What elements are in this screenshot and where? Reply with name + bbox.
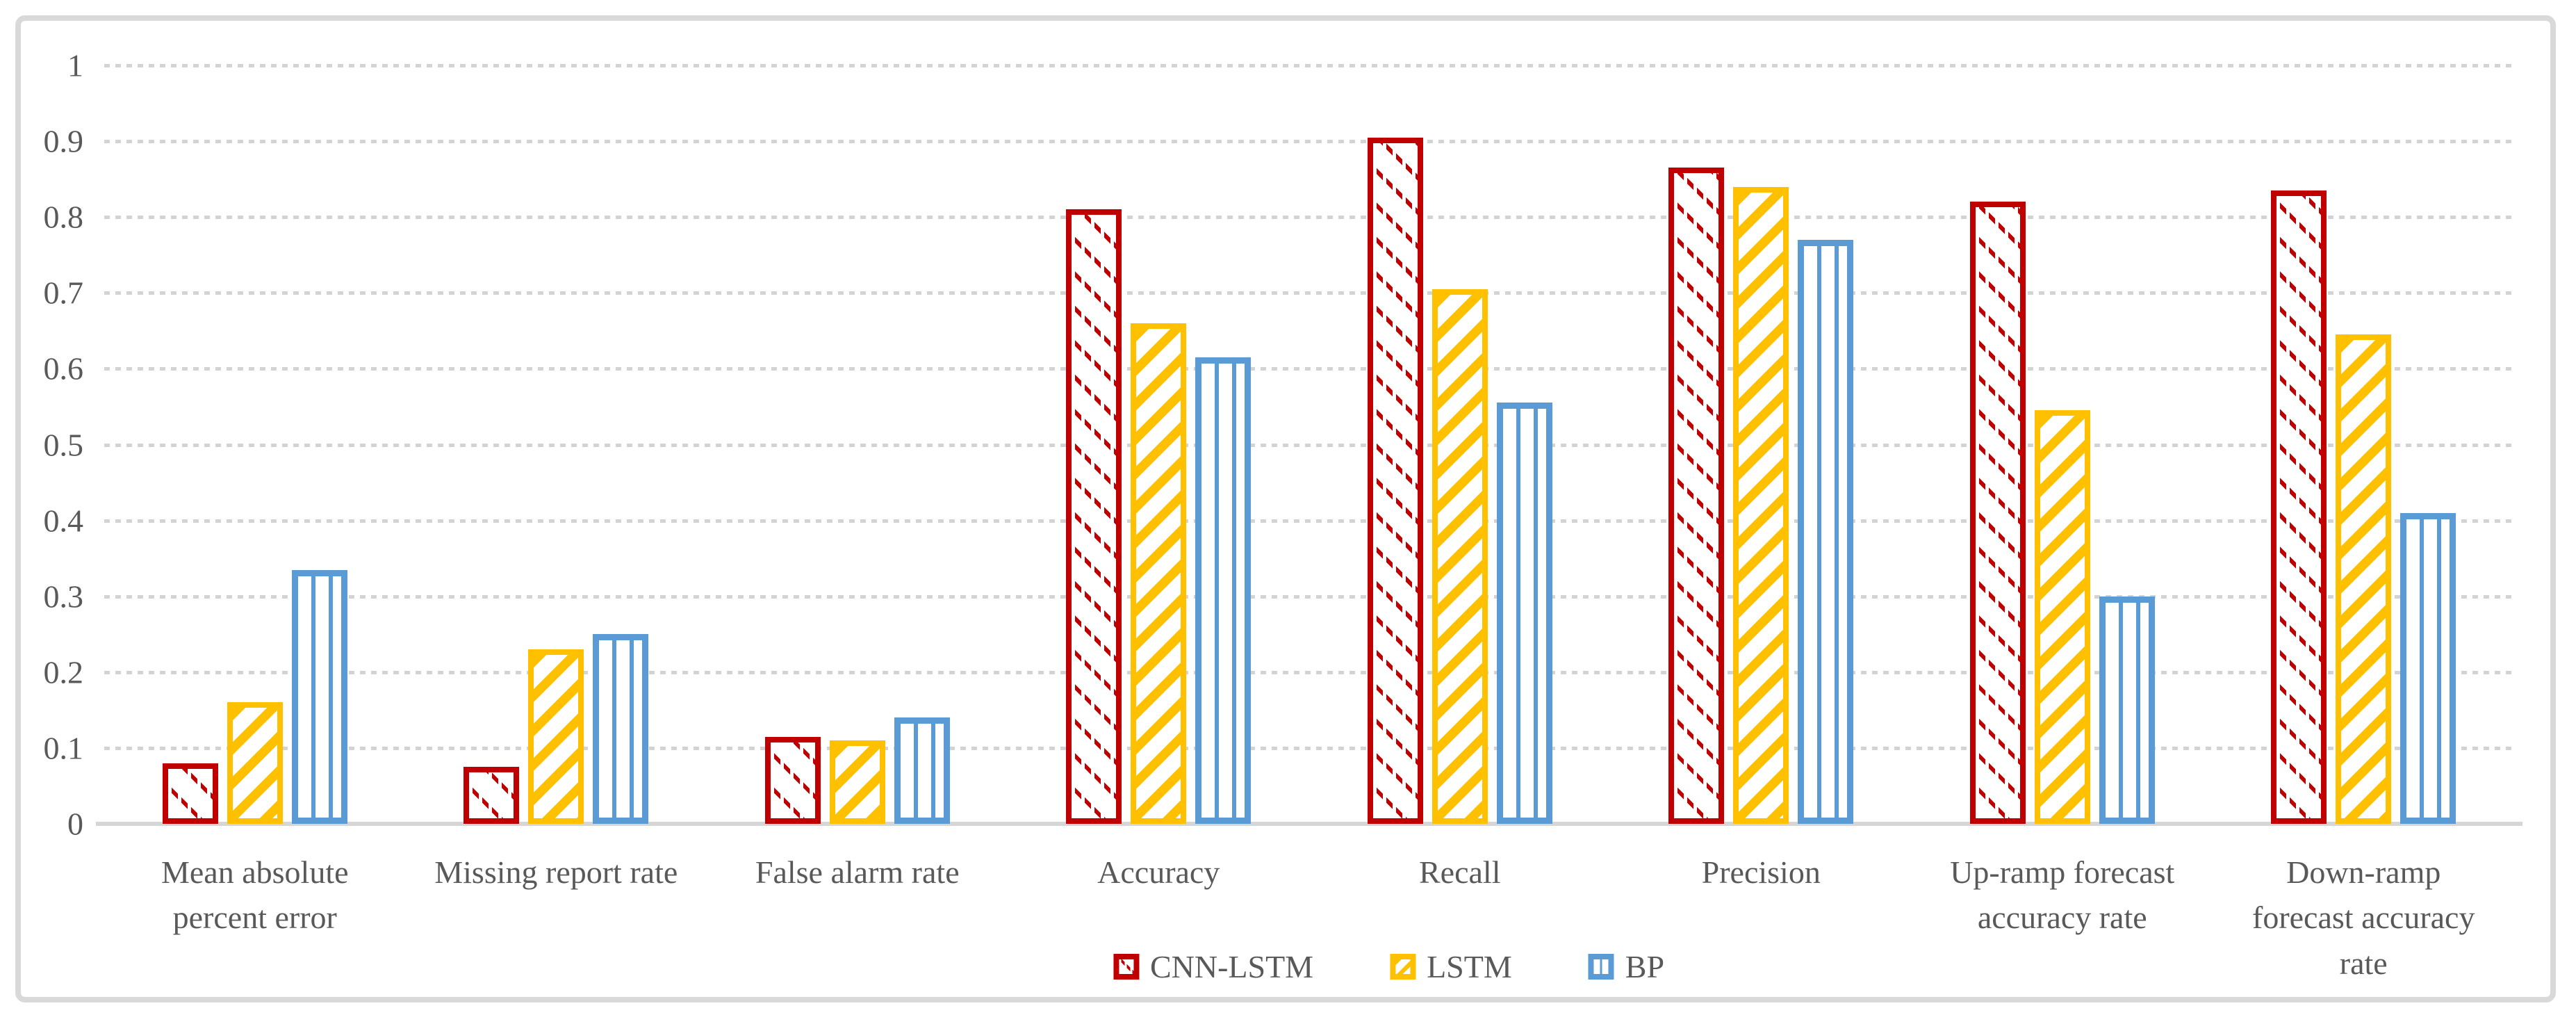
gridline: [104, 670, 2514, 674]
bar-lstm-3: [829, 740, 885, 824]
bar-bp-2: [593, 634, 649, 824]
bar-cnn-lstm-3: [764, 737, 821, 824]
bar-lstm-1: [227, 702, 283, 824]
gridline: [104, 519, 2514, 523]
bar-cnn-lstm-4: [1066, 209, 1122, 824]
gridline: [104, 140, 2514, 144]
gridline: [104, 291, 2514, 295]
y-tick-label: 0.3: [43, 578, 84, 615]
bar-lstm-4: [1131, 323, 1187, 824]
gridline: [104, 64, 2514, 67]
legend: CNN-LSTM LSTM BP: [1113, 948, 1664, 985]
figure-frame: [15, 15, 2556, 1002]
bar-cnn-lstm-1: [162, 763, 218, 824]
category-label: Up-ramp forecast accuracy rate: [1950, 854, 2175, 936]
bar-bp-6: [1798, 240, 1854, 824]
gridline: [104, 216, 2514, 220]
bar-bp-4: [1195, 357, 1252, 824]
y-tick-label: 0.9: [43, 123, 84, 159]
gridline: [104, 367, 2514, 371]
category-label: Accuracy: [1097, 854, 1220, 890]
bar-bp-1: [291, 570, 347, 824]
bar-group-3: [707, 65, 1008, 824]
legend-label: CNN-LSTM: [1149, 949, 1314, 984]
bar-cnn-lstm-2: [463, 767, 520, 824]
legend-item-lstm: LSTM: [1390, 948, 1512, 985]
y-tick-label: 0.4: [43, 503, 84, 539]
bar-bp-3: [894, 717, 950, 824]
bar-cnn-lstm-6: [1668, 168, 1725, 824]
legend-item-bp: BP: [1588, 948, 1665, 985]
y-tick-label: 0.1: [43, 730, 84, 766]
gridline: [104, 594, 2514, 599]
bar-group-4: [1008, 65, 1310, 824]
legend-label: BP: [1625, 949, 1665, 984]
category-label: Precision: [1701, 854, 1821, 890]
legend-swatch-bp: [1588, 954, 1614, 980]
legend-swatch-lstm: [1390, 954, 1416, 980]
y-tick-label: 0.7: [43, 275, 84, 311]
bar-lstm-7: [2034, 410, 2090, 824]
plot-area: [104, 65, 2514, 824]
gridline: [104, 443, 2514, 447]
bar-cnn-lstm-8: [2271, 190, 2327, 824]
y-tick-label: 0: [67, 806, 83, 842]
bar-group-7: [1912, 65, 2213, 824]
bar-group-5: [1309, 65, 1611, 824]
bar-group-8: [2213, 65, 2515, 824]
bar-group-6: [1611, 65, 1912, 824]
bar-lstm-5: [1431, 289, 1488, 824]
bar-cnn-lstm-5: [1367, 138, 1423, 824]
bar-group-1: [104, 65, 406, 824]
y-tick-label: 0.2: [43, 654, 84, 690]
gridline: [104, 746, 2514, 750]
x-axis-line: [96, 822, 2522, 826]
y-tick-label: 0.5: [43, 427, 84, 462]
legend-swatch-cnn-lstm: [1113, 954, 1139, 980]
bar-lstm-2: [528, 649, 584, 824]
bar-group-2: [406, 65, 707, 824]
category-label: Down-ramp forecast accuracy rate: [2252, 854, 2475, 981]
category-label: False alarm rate: [755, 854, 960, 890]
bar-lstm-6: [1733, 187, 1789, 824]
legend-label: LSTM: [1427, 949, 1512, 984]
bar-bp-5: [1496, 403, 1552, 824]
legend-item-cnn-lstm: CNN-LSTM: [1113, 948, 1313, 985]
category-label: Recall: [1419, 854, 1501, 890]
bar-lstm-8: [2336, 334, 2392, 824]
bar-bp-8: [2400, 513, 2456, 824]
y-tick-label: 0.8: [43, 199, 84, 235]
category-axis-labels: Mean absolute percent error Missing repor…: [104, 850, 2514, 986]
category-label: Mean absolute percent error: [161, 854, 349, 936]
y-tick-label: 1: [67, 47, 83, 83]
y-tick-label: 0.6: [43, 350, 84, 387]
category-label: Missing report rate: [434, 854, 678, 890]
bar-cnn-lstm-7: [1969, 202, 2026, 824]
bar-bp-7: [2099, 596, 2155, 824]
